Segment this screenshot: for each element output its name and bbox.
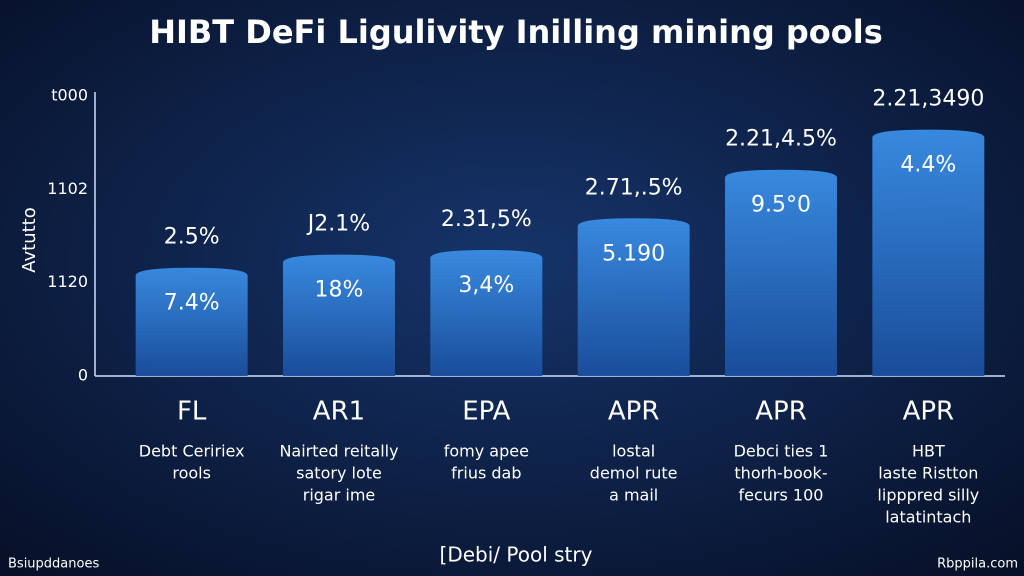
x-tick-label: APR — [755, 397, 807, 427]
y-axis-text: t000 — [51, 86, 88, 105]
x-tick-label: EPA — [462, 397, 510, 427]
footer-right: Rbppila.com — [937, 557, 1018, 572]
category-note: thorh-book- — [734, 464, 827, 483]
category-note: Debci ties 1 — [734, 442, 829, 461]
category-note: Debt Ceririex — [139, 442, 245, 461]
bar-label: 9.5°0 — [751, 193, 811, 218]
category-note: HBT — [912, 442, 945, 461]
category-note: a mail — [609, 486, 658, 505]
category-note: fecurs 100 — [739, 486, 824, 505]
x-tick-label: APR — [608, 397, 660, 427]
top-label: 2.21,4.5% — [725, 127, 837, 152]
y-axis-text: 1102 — [47, 179, 88, 198]
category-note: satory lote — [296, 464, 382, 483]
y-axis-text: 1120 — [47, 272, 88, 291]
x-tick-label: APR — [903, 397, 955, 427]
bar-label: 4.4% — [900, 153, 956, 178]
top-label: 2.71,.5% — [585, 175, 683, 200]
y-axis-text: 0 — [78, 366, 88, 385]
bar — [725, 169, 837, 376]
bar — [577, 218, 690, 376]
x-tick-label: FL — [177, 397, 207, 427]
category-note: latatintach — [885, 508, 971, 527]
category-note: lostal — [612, 442, 655, 461]
bar-label: 5.190 — [602, 241, 665, 266]
bar — [135, 267, 248, 376]
chart-title: HIBT DeFi Ligulivity Inilling mining poo… — [149, 13, 883, 51]
category-note: fomy apee — [444, 442, 529, 461]
bar-label: 18% — [315, 278, 364, 303]
top-label: 2.31,5% — [441, 207, 532, 232]
category-note: laste Ristton — [878, 464, 978, 483]
top-label: 2.21,3490 — [872, 87, 984, 112]
bar — [430, 250, 543, 376]
category-note: lipppred silly — [877, 486, 979, 505]
footer-left: Bsiupddanoes — [8, 557, 99, 572]
category-note: demol rute — [590, 464, 678, 483]
x-axis-title: [Debi/ Pool stry — [440, 543, 593, 567]
bar — [283, 254, 395, 376]
category-note: Nairted reitally — [279, 442, 398, 461]
top-label: J2.1% — [306, 212, 370, 237]
bar-label: 7.4% — [164, 291, 220, 316]
bar — [872, 129, 985, 376]
category-note: rools — [172, 464, 211, 483]
x-tick-label: AR1 — [313, 397, 365, 427]
category-note: frius dab — [451, 464, 521, 483]
bar-label: 3,4% — [458, 273, 514, 298]
y-axis-title: Avtutto — [19, 207, 40, 273]
category-note: rigar ime — [303, 486, 376, 505]
top-label: 2.5% — [164, 225, 220, 250]
